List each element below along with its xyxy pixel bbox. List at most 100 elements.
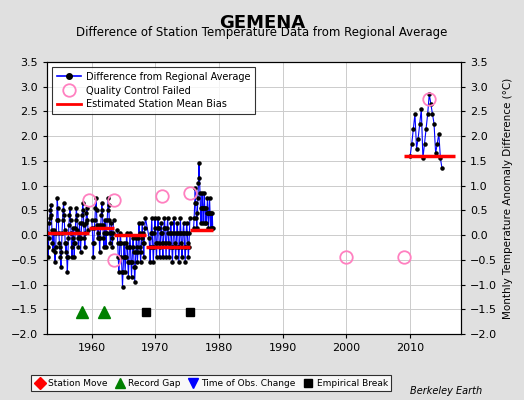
Point bbox=[118, 284, 127, 290]
Point bbox=[163, 214, 172, 221]
Point bbox=[193, 224, 201, 231]
Point bbox=[57, 249, 66, 256]
Point bbox=[145, 244, 154, 251]
Point bbox=[127, 274, 136, 280]
Point bbox=[134, 249, 142, 256]
Point bbox=[43, 244, 52, 251]
Point bbox=[157, 230, 165, 236]
Point bbox=[159, 239, 168, 246]
Point bbox=[115, 254, 124, 260]
Point bbox=[180, 230, 188, 236]
Point bbox=[176, 230, 184, 236]
Point bbox=[141, 214, 149, 221]
Point bbox=[206, 210, 214, 216]
Point bbox=[201, 220, 210, 226]
Point bbox=[92, 195, 100, 201]
Point bbox=[59, 207, 67, 214]
Point bbox=[165, 254, 173, 260]
Point bbox=[83, 217, 92, 224]
Point bbox=[95, 249, 104, 256]
Point bbox=[154, 214, 162, 221]
Point bbox=[185, 214, 194, 221]
Point bbox=[167, 230, 176, 236]
Point bbox=[62, 239, 70, 246]
Point bbox=[91, 217, 99, 224]
Point bbox=[126, 244, 135, 251]
Point bbox=[107, 220, 116, 226]
Point bbox=[113, 227, 122, 233]
Point bbox=[95, 234, 103, 241]
Point bbox=[140, 239, 148, 246]
Point bbox=[66, 205, 74, 211]
Point bbox=[190, 214, 199, 221]
Point bbox=[414, 136, 422, 142]
Point bbox=[78, 212, 86, 218]
Point bbox=[108, 234, 116, 241]
Point bbox=[106, 239, 115, 246]
Point bbox=[196, 205, 205, 211]
Point bbox=[64, 254, 72, 260]
Point bbox=[146, 259, 155, 266]
Point bbox=[165, 239, 173, 246]
Point bbox=[72, 217, 80, 224]
Point bbox=[422, 126, 430, 132]
Point bbox=[109, 230, 117, 236]
Point bbox=[423, 111, 432, 117]
Point bbox=[60, 212, 68, 218]
Point bbox=[76, 234, 84, 241]
Point bbox=[203, 210, 211, 216]
Point bbox=[115, 269, 123, 275]
Point bbox=[48, 239, 57, 246]
Point bbox=[162, 254, 170, 260]
Point bbox=[160, 214, 169, 221]
Point bbox=[110, 217, 118, 224]
Point bbox=[182, 220, 191, 226]
Point bbox=[105, 217, 114, 224]
Point bbox=[139, 239, 147, 246]
Point bbox=[430, 121, 438, 127]
Point bbox=[149, 259, 158, 266]
Point bbox=[74, 234, 82, 241]
Point bbox=[75, 220, 84, 226]
Point bbox=[90, 239, 98, 246]
Point bbox=[53, 205, 62, 211]
Point bbox=[160, 224, 168, 231]
Point bbox=[99, 222, 107, 228]
Point bbox=[78, 220, 86, 226]
Point bbox=[206, 224, 215, 231]
Point bbox=[125, 259, 133, 266]
Point bbox=[100, 244, 108, 251]
Point bbox=[73, 212, 81, 218]
Point bbox=[158, 230, 166, 236]
Point bbox=[61, 239, 69, 246]
Point bbox=[104, 195, 112, 201]
Point bbox=[177, 230, 185, 236]
Point bbox=[173, 230, 182, 236]
Point bbox=[202, 220, 211, 226]
Point bbox=[88, 217, 96, 224]
Point bbox=[198, 205, 206, 211]
Point bbox=[157, 220, 166, 226]
Point bbox=[108, 244, 117, 251]
Point bbox=[47, 212, 56, 218]
Point bbox=[50, 230, 58, 236]
Point bbox=[419, 155, 427, 162]
Point bbox=[181, 244, 190, 251]
Point bbox=[191, 185, 200, 191]
Point bbox=[411, 111, 419, 117]
Point bbox=[119, 254, 128, 260]
Point bbox=[52, 230, 60, 236]
Point bbox=[105, 202, 113, 209]
Point bbox=[183, 230, 191, 236]
Point bbox=[96, 222, 105, 228]
Point bbox=[59, 200, 68, 206]
Point bbox=[208, 224, 216, 231]
Point bbox=[124, 259, 132, 266]
Point bbox=[93, 222, 101, 228]
Point bbox=[174, 259, 183, 266]
Point bbox=[70, 254, 79, 260]
Point bbox=[71, 224, 80, 231]
Point bbox=[91, 205, 100, 211]
Point bbox=[51, 259, 59, 266]
Point bbox=[162, 239, 171, 246]
